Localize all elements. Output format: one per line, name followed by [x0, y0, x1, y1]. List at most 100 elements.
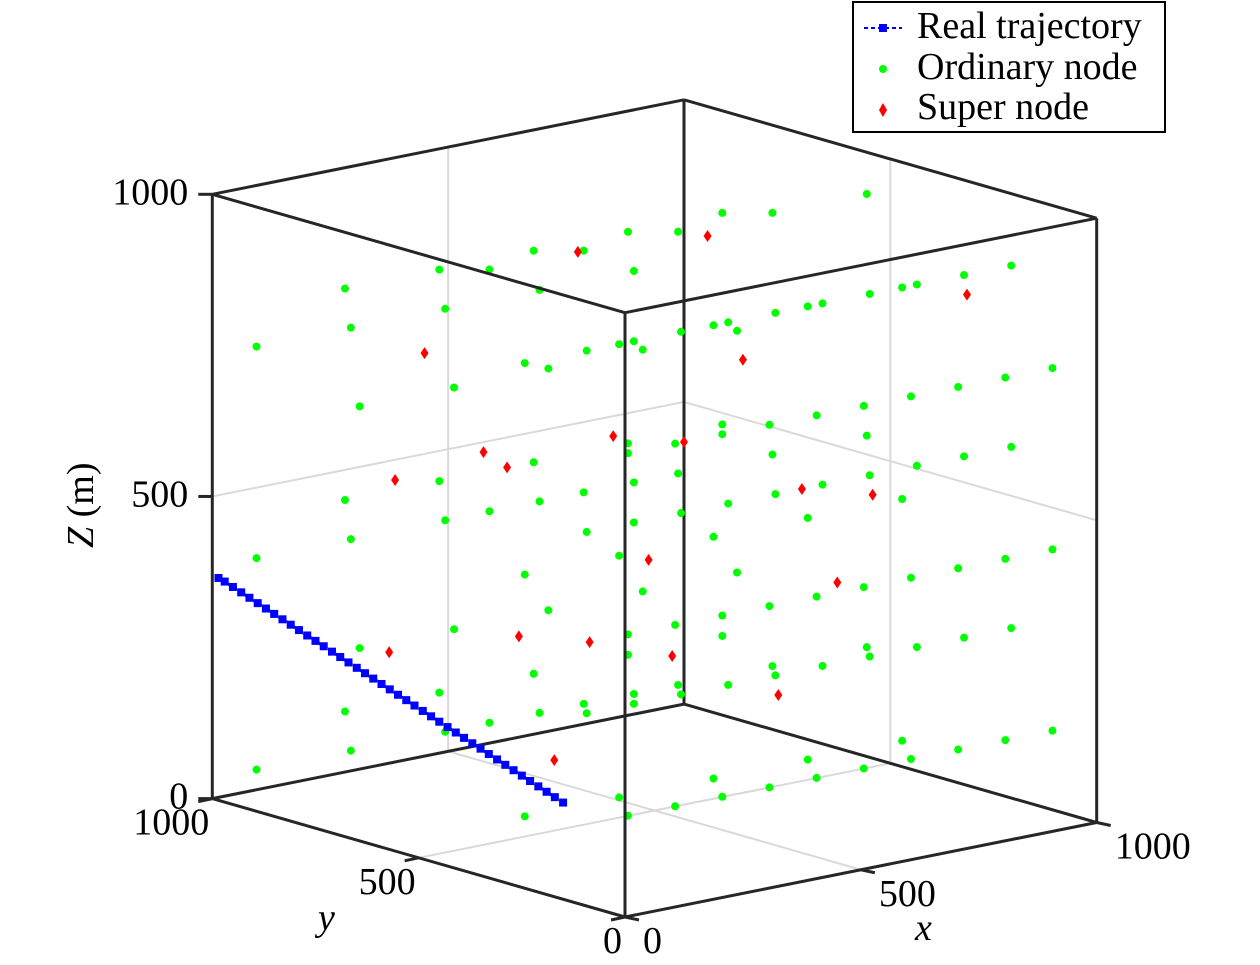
legend-box — [852, 1, 1166, 133]
ordinary-node-point — [450, 625, 459, 634]
ordinary-node-point — [535, 708, 544, 717]
real-trajectory-marker — [427, 712, 436, 721]
ordinary-node-point — [765, 783, 774, 792]
ordinary-node-point — [724, 318, 733, 327]
ordinary-node-point — [529, 669, 538, 678]
ordinary-node-point — [579, 699, 588, 708]
ordinary-node-point — [733, 568, 742, 577]
ordinary-node-point — [818, 480, 827, 489]
ordinary-node-point — [812, 411, 821, 420]
real-trajectory-marker — [460, 733, 469, 742]
real-trajectory-marker — [526, 776, 535, 785]
ordinary-node-point — [765, 420, 774, 429]
ordinary-node-point — [355, 644, 364, 653]
ordinary-node-point — [862, 431, 871, 440]
axes-box-front — [210, 192, 1099, 919]
ordinary-node-point — [768, 662, 777, 671]
ordinary-node-point — [346, 746, 355, 755]
super-node-point — [774, 688, 783, 701]
ordinary-node-point — [954, 382, 963, 391]
ordinary-node-point — [960, 271, 969, 280]
ordinary-node-point — [450, 383, 459, 392]
ordinary-node-point — [435, 477, 444, 486]
ordinary-node-point — [615, 551, 624, 560]
ordinary-node-point — [954, 745, 963, 754]
real-trajectory-marker — [286, 620, 295, 629]
ordinary-node-point — [898, 495, 907, 504]
ordinary-node-point — [803, 513, 812, 522]
real-trajectory-marker — [517, 771, 526, 780]
ordinary-node-point — [771, 490, 780, 499]
y-axis-label: y — [314, 897, 335, 939]
legend-super-node-marker — [879, 103, 887, 117]
legend-super-node-label: Super node — [917, 86, 1089, 128]
ordinary-node-point — [709, 321, 718, 330]
ordinary-node-point — [629, 689, 638, 698]
ordinary-node-point — [709, 774, 718, 783]
real-trajectory-marker — [294, 626, 303, 635]
ordinary-node-point — [718, 631, 727, 640]
ordinary-node-point — [906, 392, 915, 401]
ordinary-node-point — [912, 280, 921, 289]
x-tick — [860, 868, 876, 875]
x-tick-label: 500 — [879, 873, 936, 915]
ordinary-node-point — [954, 564, 963, 573]
super-node-point — [391, 473, 400, 486]
ordinary-node-point — [906, 755, 915, 764]
ordinary-node-point — [544, 364, 553, 373]
real-trajectory-marker — [410, 701, 419, 710]
real-trajectory-marker — [336, 653, 345, 662]
super-node-point — [703, 229, 712, 242]
ordinary-node-point — [340, 496, 349, 505]
real-trajectory-marker — [319, 642, 328, 651]
real-trajectory-marker — [369, 674, 378, 683]
ordinary-node-point — [818, 299, 827, 308]
super-node-point — [868, 488, 877, 501]
legend: Real trajectory Ordinary node Super node — [852, 1, 1166, 133]
ordinary-node-point — [1007, 624, 1016, 633]
ordinary-node-point — [718, 611, 727, 620]
ordinary-node-point — [862, 643, 871, 652]
ordinary-node-point — [865, 652, 874, 661]
ordinary-node-point — [859, 764, 868, 773]
real-trajectory-marker — [484, 750, 493, 759]
ordinary-node-point — [529, 458, 538, 467]
real-trajectory-marker — [451, 728, 460, 737]
z-tick-label: 1000 — [112, 171, 188, 213]
box-edge — [683, 98, 1098, 220]
ordinary-node-point — [677, 327, 686, 336]
grid-lines — [212, 147, 1097, 871]
real-trajectory-marker — [278, 615, 287, 624]
ordinary-node-point — [1048, 545, 1057, 554]
super-node-point — [962, 288, 971, 301]
box-edge — [624, 216, 1097, 315]
ordinary-node-point — [960, 633, 969, 642]
grid-line — [418, 762, 891, 859]
ordinary-node-point — [1048, 364, 1057, 373]
ordinary-node-point — [441, 304, 450, 313]
ordinary-node-point — [1001, 554, 1010, 563]
ordinary-node-point — [862, 189, 871, 198]
ordinary-node-point — [677, 690, 686, 699]
ordinary-node-point — [771, 308, 780, 317]
ordinary-node-point — [1001, 736, 1010, 745]
super-node-point — [833, 576, 842, 589]
ordinary-node-point — [485, 507, 494, 516]
ordinary-node-point — [671, 439, 680, 448]
z-tick-label: 500 — [131, 473, 188, 515]
super-node-point — [385, 646, 394, 659]
ordinary-node-point — [765, 602, 774, 611]
x-tick-label: 0 — [643, 920, 662, 962]
ordinary-node-point — [615, 340, 624, 349]
box-edge — [212, 702, 685, 801]
ordinary-node-point — [803, 302, 812, 311]
ordinary-node-point — [812, 592, 821, 601]
ordinary-node-point — [812, 773, 821, 782]
ordinary-node-point — [346, 323, 355, 332]
real-trajectory-marker — [360, 669, 369, 678]
legend-real-trajectory-label: Real trajectory — [917, 5, 1142, 47]
super-node-point — [738, 353, 747, 366]
ordinary-node-point — [638, 345, 647, 354]
